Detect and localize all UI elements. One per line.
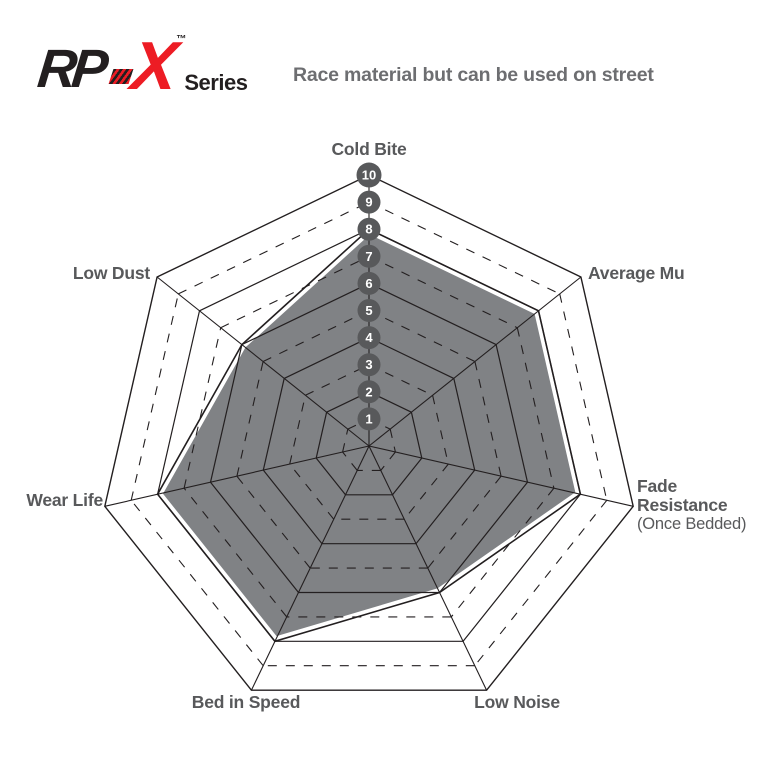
scale-badge-3 [357,353,381,377]
scale-badge-label-2: 2 [365,384,372,399]
scale-badge-label-3: 3 [365,357,372,372]
scale-badge-6 [357,271,381,295]
axis-label-cold-bite: Cold Bite [331,139,407,159]
scale-badge-label-9: 9 [365,195,372,210]
brand-x-wrap: X ™ [128,28,186,104]
scale-badge-label-5: 5 [365,303,372,318]
brand-rp-text: RP [34,39,107,99]
axis-line-6 [156,276,370,447]
grid-ring-5 [236,310,502,569]
grid-ring-2 [315,391,423,496]
axis-label-low-noise: Low Noise [474,692,560,712]
axis-line-3 [368,445,488,691]
brand-logo: RP X ™ Series [34,28,248,104]
scale-badge-label-8: 8 [365,222,372,237]
axis-line-2 [368,445,634,507]
brand-x-text: X [128,28,179,104]
scale-badge-10 [356,162,382,188]
trademark-symbol: ™ [176,34,187,45]
brand-series-text: Series [184,70,248,95]
scale-badge-8 [357,217,381,241]
scale-badge-1 [357,407,381,431]
axis-label-bed-in-speed: Bed in Speed [191,692,301,712]
scale-badge-4 [357,326,381,350]
axis-label-average-mu: Average Mu [588,263,685,283]
axis-label-fade-resistance: Fade Resistance (Once Bedded) [637,476,747,534]
radar-outline-polygon [156,228,582,643]
grid-ring-4 [262,336,476,545]
scale-badge-label-1: 1 [365,411,372,426]
axis-line-1 [368,276,582,447]
grid-ring-6 [209,282,529,594]
scale-badge-label-7: 7 [365,249,372,264]
scale-badge-5 [357,299,381,322]
scale-badge-label-10: 10 [362,168,376,183]
axis-label-low-dust: Low Dust [72,263,150,283]
scale-badge-label-4: 4 [365,330,373,345]
scale-badge-2 [357,380,381,404]
axis-line-5 [104,445,370,507]
scale-badge-7 [357,244,381,268]
grid-ring-10 [104,174,634,691]
axis-line-4 [250,445,370,691]
axis-label-wear-life: Wear Life [26,490,103,510]
scale-badge-9 [357,190,381,214]
scale-badge-label-6: 6 [365,276,372,291]
tagline: Race material but can be used on street [293,64,654,86]
